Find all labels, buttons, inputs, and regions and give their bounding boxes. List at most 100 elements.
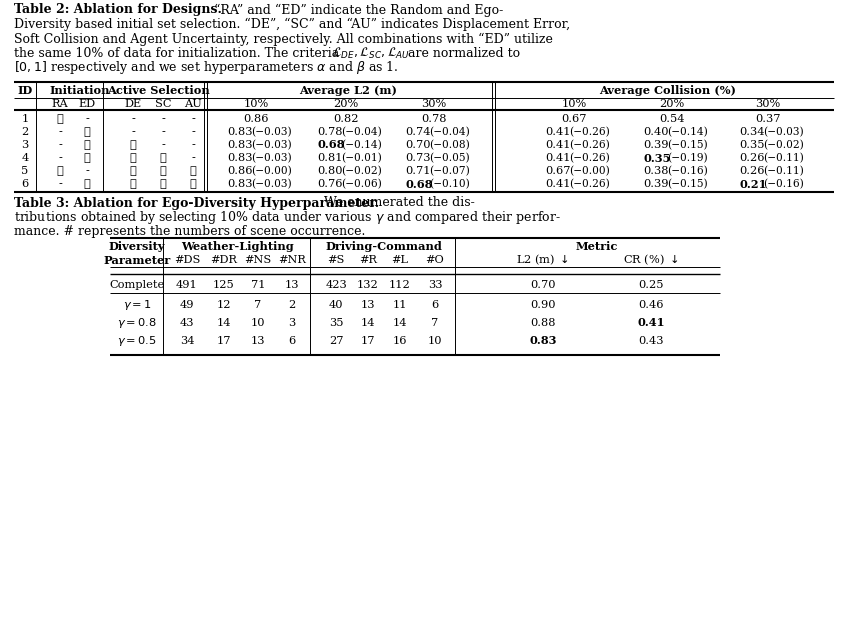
Text: (−0.11): (−0.11) [762,166,803,176]
Text: #NR: #NR [278,255,306,265]
Text: Diversity: Diversity [109,241,165,251]
Text: 0.83: 0.83 [529,336,557,346]
Text: 0.82: 0.82 [333,114,359,124]
Text: (−0.03): (−0.03) [251,179,292,189]
Text: ✓: ✓ [130,140,137,150]
Text: 0.83: 0.83 [228,179,254,189]
Text: ✓: ✓ [57,166,64,176]
Text: $\mathcal{L}_{DE},\mathcal{L}_{SC},\mathcal{L}_{AU}$: $\mathcal{L}_{DE},\mathcal{L}_{SC},\math… [332,46,410,61]
Text: (−0.26): (−0.26) [569,127,610,137]
Text: -: - [58,140,62,150]
Text: 13: 13 [360,300,376,310]
Text: (−0.08): (−0.08) [429,140,470,150]
Text: #S: #S [327,255,344,265]
Text: DE: DE [125,99,142,109]
Text: ✓: ✓ [84,127,91,137]
Text: 17: 17 [217,336,232,346]
Text: 12: 12 [217,300,232,310]
Text: (−0.05): (−0.05) [429,153,469,163]
Text: 2: 2 [21,127,29,137]
Text: (−0.04): (−0.04) [429,127,470,137]
Text: 7: 7 [254,300,262,310]
Text: 0.67: 0.67 [546,166,572,176]
Text: (−0.14): (−0.14) [341,140,382,150]
Text: 0.86: 0.86 [228,166,254,176]
Text: ID: ID [17,85,32,96]
Text: the same 10% of data for initialization. The criteria: the same 10% of data for initialization.… [14,47,343,60]
Text: #L: #L [392,255,409,265]
Text: 0.35: 0.35 [739,140,765,150]
Text: $\gamma = 0.8$: $\gamma = 0.8$ [117,316,157,330]
Text: 112: 112 [389,280,411,290]
Text: 34: 34 [180,336,194,346]
Text: (−0.11): (−0.11) [762,153,803,163]
Text: (−0.03): (−0.03) [762,127,803,137]
Text: 40: 40 [329,300,343,310]
Text: 7: 7 [432,318,438,328]
Text: L2 (m) $\downarrow$: L2 (m) $\downarrow$ [516,253,570,267]
Text: 0.39: 0.39 [644,140,669,150]
Text: 13: 13 [285,280,299,290]
Text: 0.70: 0.70 [530,280,555,290]
Text: ✓: ✓ [159,153,166,163]
Text: 10%: 10% [561,99,587,109]
Text: 20%: 20% [660,99,684,109]
Text: 0.35: 0.35 [644,152,671,163]
Text: 0.21: 0.21 [739,179,767,189]
Text: ✓: ✓ [130,179,137,189]
Text: ✓: ✓ [84,153,91,163]
Text: -: - [161,127,165,137]
Text: 491: 491 [176,280,198,290]
Text: 0.76: 0.76 [318,179,343,189]
Text: We enumerated the dis-: We enumerated the dis- [320,197,475,209]
Text: 10: 10 [251,318,265,328]
Text: 0.78: 0.78 [421,114,447,124]
Text: (−0.06): (−0.06) [341,179,382,189]
Text: 2: 2 [288,300,296,310]
Text: 423: 423 [325,280,347,290]
Text: Initiation: Initiation [50,85,110,96]
Text: ✓: ✓ [159,179,166,189]
Text: Soft Collision and Agent Uncertainty, respectively. All combinations with “ED” u: Soft Collision and Agent Uncertainty, re… [14,33,553,46]
Text: 14: 14 [393,318,407,328]
Text: $\gamma = 1$: $\gamma = 1$ [123,298,152,312]
Text: (−0.07): (−0.07) [429,166,470,176]
Text: 0.68: 0.68 [318,140,345,151]
Text: -: - [85,166,89,176]
Text: 11: 11 [393,300,407,310]
Text: 33: 33 [427,280,443,290]
Text: 0.88: 0.88 [530,318,555,328]
Text: -: - [191,140,195,150]
Text: (−0.26): (−0.26) [569,179,610,189]
Text: 14: 14 [217,318,232,328]
Text: (−0.01): (−0.01) [341,153,382,163]
Text: 0.68: 0.68 [405,179,433,189]
Text: ✓: ✓ [84,179,91,189]
Text: 6: 6 [432,300,438,310]
Text: (−0.15): (−0.15) [667,179,707,189]
Text: 14: 14 [360,318,376,328]
Text: 35: 35 [329,318,343,328]
Text: -: - [191,153,195,163]
Text: 4: 4 [21,153,29,163]
Text: 10: 10 [427,336,443,346]
Text: 0.46: 0.46 [639,300,664,310]
Text: 10%: 10% [243,99,269,109]
Text: Table 2: Ablation for Designs.: Table 2: Ablation for Designs. [14,3,222,17]
Text: Table 3: Ablation for Ego-Diversity Hyperparameter.: Table 3: Ablation for Ego-Diversity Hype… [14,197,379,209]
Text: “RA” and “ED” indicate the Random and Ego-: “RA” and “ED” indicate the Random and Eg… [210,3,503,17]
Text: 0.41: 0.41 [546,179,572,189]
Text: 0.70: 0.70 [405,140,431,150]
Text: (−0.15): (−0.15) [667,140,707,150]
Text: (−0.26): (−0.26) [569,140,610,150]
Text: 20%: 20% [333,99,359,109]
Text: ✓: ✓ [130,166,137,176]
Text: 0.37: 0.37 [756,114,781,124]
Text: 0.74: 0.74 [405,127,431,137]
Text: 0.41: 0.41 [546,140,572,150]
Text: (−0.16): (−0.16) [762,179,803,189]
Text: 3: 3 [288,318,296,328]
Text: -: - [85,114,89,124]
Text: -: - [58,127,62,137]
Text: 0.81: 0.81 [318,153,343,163]
